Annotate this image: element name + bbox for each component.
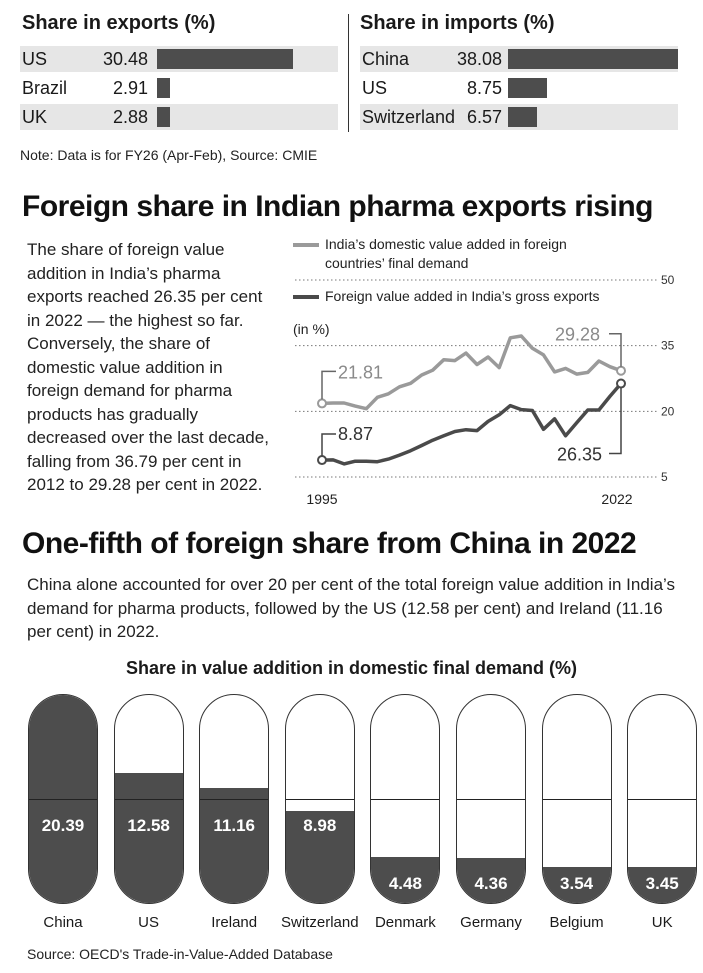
row-bar bbox=[508, 107, 538, 127]
capsule-value: 8.98 bbox=[303, 816, 337, 835]
capsule-value: 3.45 bbox=[645, 874, 679, 893]
callout-line bbox=[321, 370, 336, 400]
source: Source: OECD's Trade-in-Value-Added Data… bbox=[27, 946, 333, 962]
row-label: US bbox=[362, 78, 388, 98]
line-chart: 5 20 35 50 (in %) India’s domestic value adde… bbox=[293, 236, 675, 507]
row-label: Switzerland bbox=[362, 107, 456, 127]
row-label: UK bbox=[22, 107, 48, 127]
section3-paragraph: China alone accounted for over 20 per ce… bbox=[27, 575, 676, 641]
capsule-value: 20.39 bbox=[41, 816, 85, 835]
capsule bbox=[284, 694, 355, 904]
capsule-category: Ireland bbox=[211, 914, 258, 931]
row-bar bbox=[157, 107, 170, 127]
series-line bbox=[321, 382, 623, 466]
row-label: Brazil bbox=[22, 78, 68, 98]
y-tick-label: 20 bbox=[661, 404, 675, 418]
unit-label: (in %) bbox=[293, 321, 330, 337]
capsule-category: US bbox=[138, 914, 160, 931]
capsule-value: 11.16 bbox=[213, 816, 255, 835]
capsule-fill bbox=[628, 867, 697, 903]
capsule-value: 4.48 bbox=[388, 874, 422, 893]
table-row bbox=[20, 75, 338, 101]
start-label: 21.81 bbox=[338, 362, 383, 382]
row-value: 2.91 bbox=[112, 78, 148, 98]
capsule-midline bbox=[200, 799, 269, 800]
capsule bbox=[28, 694, 98, 904]
y-tick-label: 5 bbox=[661, 470, 668, 484]
imports-title: Share in imports (%) bbox=[360, 12, 555, 34]
capsule-midline bbox=[285, 799, 354, 800]
capsule bbox=[627, 694, 698, 904]
capsule-category: Belgium bbox=[549, 914, 604, 931]
note: Note: Data is for FY26 (Apr-Feb), Source… bbox=[20, 147, 318, 163]
section2-paragraph: The share of foreign value addition in I… bbox=[27, 240, 269, 494]
capsule-fill bbox=[542, 866, 611, 903]
row-value: 38.08 bbox=[456, 49, 502, 69]
row-value: 30.48 bbox=[102, 49, 148, 69]
callout-line bbox=[609, 332, 622, 367]
capsule-value: 4.36 bbox=[474, 874, 508, 893]
capsule bbox=[113, 694, 184, 904]
end-marker bbox=[616, 365, 626, 376]
section3-title: One-fifth of foreign share from China in… bbox=[22, 527, 637, 560]
capsule-chart-title: Share in value addition in domestic fina… bbox=[125, 658, 578, 678]
series-line bbox=[321, 334, 622, 411]
legend-label-cont: countries’ final demand bbox=[325, 255, 468, 271]
capsule-category: Switzerland bbox=[281, 914, 359, 931]
exports-title: Share in exports (%) bbox=[22, 12, 216, 34]
end-marker bbox=[616, 378, 626, 389]
legend-label: Foreign value added in India’s gross exp… bbox=[325, 288, 599, 304]
capsule-midline bbox=[114, 799, 183, 800]
capsule-fill bbox=[457, 858, 525, 903]
section2-title: Foreign share in Indian pharma exports r… bbox=[22, 190, 653, 223]
end-label: 29.28 bbox=[555, 325, 600, 345]
row-bar bbox=[157, 78, 170, 98]
tables-divider bbox=[348, 14, 349, 132]
x-tick-label: 1995 bbox=[306, 491, 337, 507]
table-row bbox=[20, 104, 338, 130]
row-bar bbox=[508, 49, 678, 69]
capsule-fill bbox=[114, 773, 183, 903]
capsule-fill bbox=[371, 856, 440, 903]
row-value: 6.57 bbox=[466, 107, 502, 127]
row-label: US bbox=[22, 49, 48, 69]
capsule-midline bbox=[371, 799, 440, 800]
capsule-midline bbox=[457, 799, 525, 800]
capsule bbox=[456, 694, 526, 904]
capsule bbox=[199, 694, 270, 904]
x-tick-label: 2022 bbox=[601, 491, 632, 507]
row-label: China bbox=[362, 49, 410, 69]
row-value: 2.88 bbox=[112, 107, 148, 127]
row-bar bbox=[157, 49, 293, 69]
capsule-fill bbox=[285, 810, 354, 903]
capsule-category: Germany bbox=[460, 914, 522, 931]
capsule-value: 3.54 bbox=[560, 874, 594, 893]
capsule-value: 12.58 bbox=[127, 816, 170, 835]
capsule-midline bbox=[29, 799, 97, 800]
callout-line bbox=[609, 387, 622, 455]
capsule-midline bbox=[628, 799, 697, 800]
capsule-midline bbox=[542, 799, 611, 800]
capsule bbox=[370, 694, 441, 904]
start-label: 8.87 bbox=[338, 424, 373, 444]
capsule-category: China bbox=[43, 914, 83, 931]
row-value: 8.75 bbox=[466, 78, 502, 98]
capsule-fill bbox=[200, 788, 269, 903]
y-tick-label: 50 bbox=[661, 273, 675, 287]
capsule-category: UK bbox=[651, 914, 673, 931]
legend-label: India’s domestic value added in foreign bbox=[325, 236, 567, 252]
capsule bbox=[541, 694, 612, 904]
end-label: 26.35 bbox=[557, 445, 602, 465]
capsule-category: Denmark bbox=[374, 914, 436, 931]
row-bar bbox=[508, 78, 548, 98]
start-marker bbox=[317, 455, 327, 466]
y-tick-label: 35 bbox=[661, 339, 675, 353]
start-marker bbox=[317, 398, 327, 409]
callout-line bbox=[321, 433, 336, 457]
